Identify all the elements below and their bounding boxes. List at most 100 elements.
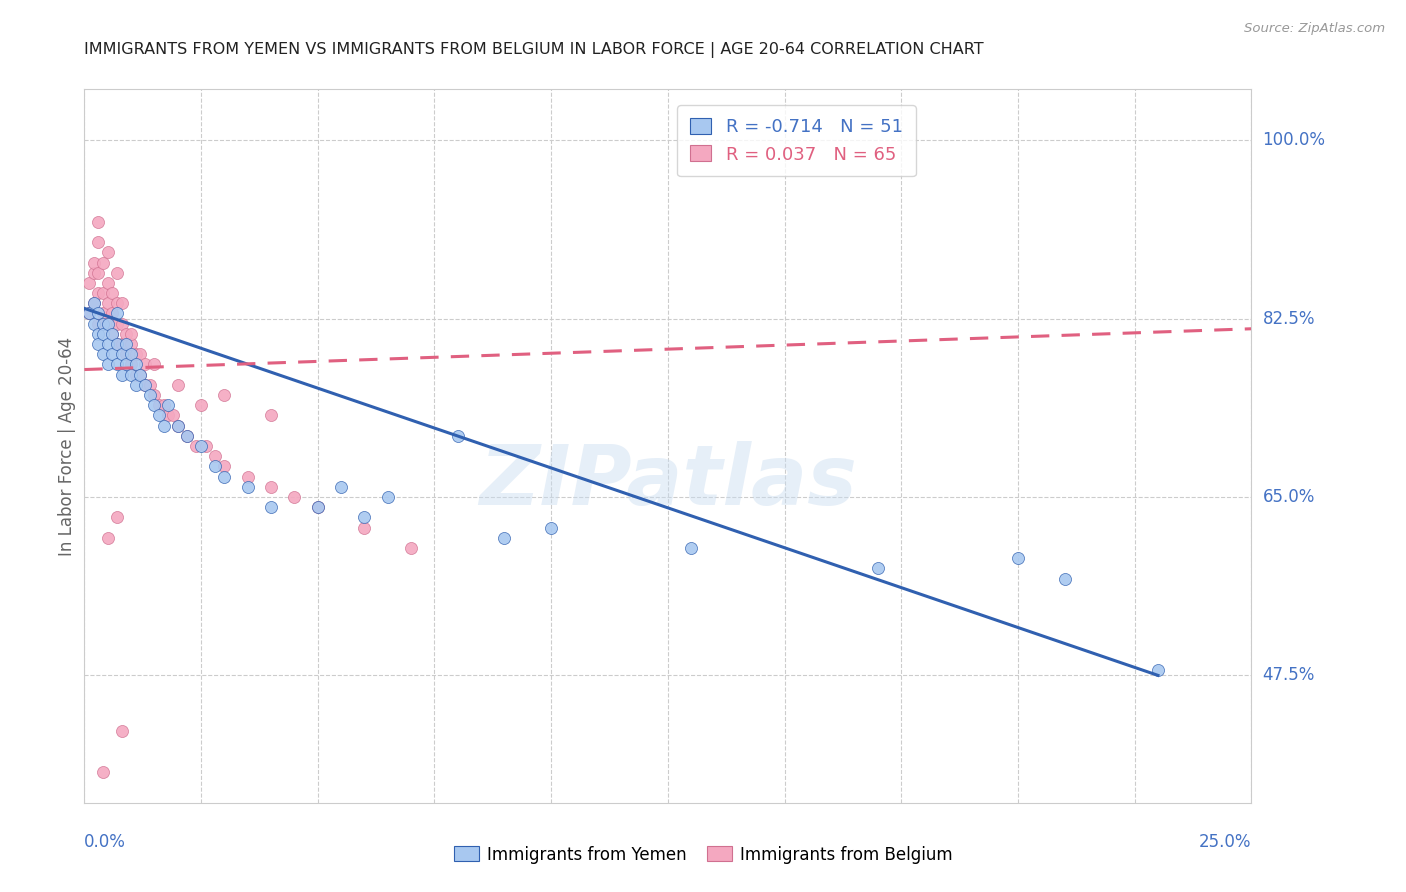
Point bbox=[134, 358, 156, 372]
Point bbox=[77, 306, 100, 320]
Point bbox=[157, 409, 180, 423]
Point bbox=[236, 469, 259, 483]
Text: 47.5%: 47.5% bbox=[1263, 666, 1315, 684]
Point bbox=[91, 255, 114, 269]
Point bbox=[87, 306, 110, 320]
Point bbox=[111, 317, 134, 331]
Point bbox=[101, 347, 124, 361]
Point bbox=[111, 296, 134, 310]
Point bbox=[866, 561, 889, 575]
Point bbox=[152, 418, 174, 433]
Point bbox=[83, 266, 105, 280]
Point bbox=[166, 377, 188, 392]
Point bbox=[97, 337, 120, 351]
Point bbox=[125, 347, 148, 361]
Point bbox=[330, 480, 353, 494]
Point bbox=[111, 337, 134, 351]
Point bbox=[115, 337, 138, 351]
Point bbox=[236, 480, 259, 494]
Point bbox=[260, 480, 283, 494]
Point bbox=[105, 296, 128, 310]
Legend: Immigrants from Yemen, Immigrants from Belgium: Immigrants from Yemen, Immigrants from B… bbox=[447, 839, 959, 871]
Point bbox=[176, 429, 198, 443]
Legend: R = -0.714   N = 51, R = 0.037   N = 65: R = -0.714 N = 51, R = 0.037 N = 65 bbox=[678, 105, 915, 177]
Point bbox=[115, 326, 138, 341]
Point bbox=[97, 317, 120, 331]
Point bbox=[97, 245, 120, 260]
Point bbox=[87, 286, 110, 301]
Point bbox=[97, 317, 120, 331]
Point bbox=[494, 531, 516, 545]
Point bbox=[353, 520, 375, 534]
Point bbox=[157, 398, 180, 412]
Point bbox=[190, 439, 212, 453]
Text: 82.5%: 82.5% bbox=[1263, 310, 1315, 327]
Point bbox=[148, 398, 170, 412]
Point bbox=[97, 531, 120, 545]
Point bbox=[214, 459, 236, 474]
Point bbox=[125, 358, 148, 372]
Point bbox=[148, 409, 170, 423]
Point bbox=[120, 326, 142, 341]
Text: 25.0%: 25.0% bbox=[1199, 833, 1251, 851]
Point bbox=[91, 765, 114, 780]
Text: 100.0%: 100.0% bbox=[1263, 131, 1326, 149]
Point bbox=[1007, 551, 1029, 566]
Point bbox=[152, 398, 174, 412]
Point bbox=[129, 347, 152, 361]
Point bbox=[87, 235, 110, 249]
Point bbox=[166, 418, 188, 433]
Point bbox=[101, 326, 124, 341]
Point bbox=[87, 266, 110, 280]
Y-axis label: In Labor Force | Age 20-64: In Labor Force | Age 20-64 bbox=[58, 336, 76, 556]
Point bbox=[111, 347, 134, 361]
Point bbox=[120, 337, 142, 351]
Text: 0.0%: 0.0% bbox=[84, 833, 127, 851]
Point bbox=[105, 266, 128, 280]
Point bbox=[120, 368, 142, 382]
Point bbox=[115, 358, 138, 372]
Point bbox=[120, 358, 142, 372]
Point bbox=[87, 326, 110, 341]
Point bbox=[101, 306, 124, 320]
Point bbox=[105, 358, 128, 372]
Point bbox=[186, 439, 208, 453]
Point bbox=[105, 306, 128, 320]
Text: Source: ZipAtlas.com: Source: ZipAtlas.com bbox=[1244, 22, 1385, 36]
Point bbox=[101, 286, 124, 301]
Text: IMMIGRANTS FROM YEMEN VS IMMIGRANTS FROM BELGIUM IN LABOR FORCE | AGE 20-64 CORR: IMMIGRANTS FROM YEMEN VS IMMIGRANTS FROM… bbox=[84, 42, 984, 58]
Point bbox=[83, 296, 105, 310]
Point bbox=[101, 326, 124, 341]
Point bbox=[129, 368, 152, 382]
Point bbox=[214, 388, 236, 402]
Point bbox=[166, 418, 188, 433]
Point bbox=[399, 541, 422, 555]
Point bbox=[143, 388, 166, 402]
Point bbox=[204, 449, 226, 463]
Point bbox=[138, 377, 160, 392]
Point bbox=[111, 724, 134, 739]
Point bbox=[97, 358, 120, 372]
Point bbox=[260, 500, 283, 515]
Point bbox=[447, 429, 470, 443]
Point bbox=[91, 347, 114, 361]
Point bbox=[91, 326, 114, 341]
Point bbox=[204, 459, 226, 474]
Point bbox=[111, 368, 134, 382]
Point bbox=[214, 469, 236, 483]
Point bbox=[377, 490, 399, 504]
Point bbox=[143, 358, 166, 372]
Point bbox=[83, 317, 105, 331]
Point bbox=[83, 296, 105, 310]
Point bbox=[143, 398, 166, 412]
Point bbox=[91, 306, 114, 320]
Point bbox=[105, 337, 128, 351]
Point bbox=[77, 306, 100, 320]
Point bbox=[83, 255, 105, 269]
Point bbox=[105, 337, 128, 351]
Text: ZIPatlas: ZIPatlas bbox=[479, 442, 856, 522]
Point bbox=[105, 317, 128, 331]
Point bbox=[87, 317, 110, 331]
Point bbox=[120, 347, 142, 361]
Point bbox=[134, 377, 156, 392]
